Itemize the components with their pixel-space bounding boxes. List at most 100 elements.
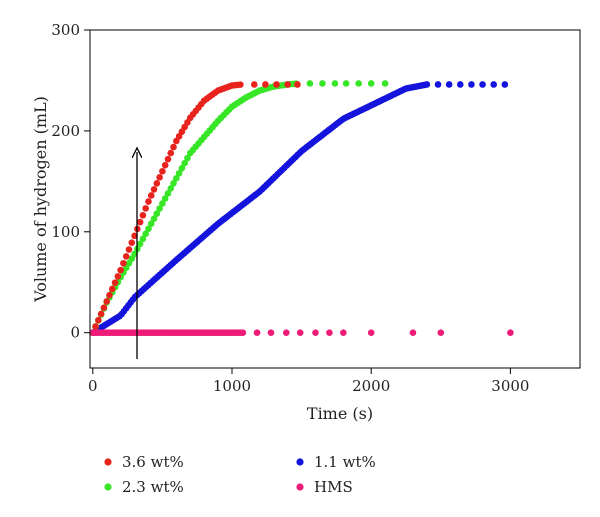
- x-tick-label: 0: [88, 377, 98, 395]
- x-tick-label: 1000: [213, 377, 251, 395]
- data-point: [117, 266, 124, 274]
- data-point: [106, 291, 113, 299]
- data-point: [178, 164, 186, 172]
- axis-ticks: 0 1000 2000 3000 0 100 200 300: [51, 21, 529, 395]
- data-point: [437, 329, 445, 336]
- data-point: [312, 329, 319, 336]
- data-point: [273, 81, 280, 88]
- data-point: [355, 80, 362, 87]
- data-point: [147, 220, 155, 228]
- data-point: [125, 246, 133, 253]
- data-point: [409, 329, 417, 336]
- x-tick-label: 2000: [352, 377, 390, 395]
- data-point: [153, 180, 161, 187]
- x-tick-label: 3000: [491, 377, 529, 395]
- data-point: [319, 80, 326, 87]
- data-point: [142, 205, 149, 212]
- data-point: [340, 329, 347, 336]
- data-point: [306, 80, 314, 87]
- data-point: [381, 80, 389, 87]
- data-point: [150, 186, 158, 193]
- series-3-6-wt-: [89, 81, 301, 336]
- y-axis-title: Volume of hydrogen (mL): [31, 96, 50, 303]
- series-hms: [89, 329, 514, 336]
- data-point: [326, 329, 333, 336]
- data-point: [250, 81, 258, 88]
- legend-label: 1.1 wt%: [314, 453, 376, 471]
- data-point: [136, 218, 144, 226]
- data-point: [507, 329, 514, 336]
- data-point: [173, 175, 180, 182]
- data-point: [331, 80, 339, 87]
- data-point: [239, 329, 247, 336]
- data-point: [159, 167, 166, 175]
- data-point: [97, 310, 105, 318]
- data-point: [139, 235, 147, 243]
- data-point: [161, 195, 169, 202]
- legend-marker: [296, 458, 304, 466]
- data-point: [156, 174, 163, 181]
- y-tick-label: 100: [51, 223, 80, 241]
- data-point: [284, 81, 291, 88]
- data-point: [490, 81, 497, 88]
- data-point: [170, 143, 177, 151]
- data-point: [139, 211, 147, 219]
- data-point: [184, 154, 191, 162]
- data-point: [100, 304, 108, 311]
- data-point: [367, 80, 375, 87]
- data-point: [434, 81, 442, 88]
- data-point: [267, 329, 275, 336]
- data-point: [167, 185, 175, 192]
- data-point: [92, 323, 99, 330]
- data-point: [181, 159, 188, 167]
- data-point: [145, 198, 152, 205]
- data-point: [445, 81, 453, 88]
- data-point: [253, 329, 261, 336]
- data-point: [164, 155, 172, 163]
- data-point: [128, 239, 136, 246]
- data-point: [423, 81, 431, 88]
- legend-item: 3.6 wt%: [104, 453, 184, 471]
- data-point: [159, 200, 166, 207]
- data-point: [282, 329, 290, 336]
- y-tick-label: 200: [51, 122, 80, 140]
- data-point: [147, 192, 155, 199]
- data-point: [501, 81, 509, 88]
- data-point: [468, 81, 475, 88]
- legend-marker: [296, 483, 304, 491]
- data-point: [294, 81, 301, 88]
- data-point: [131, 250, 138, 258]
- data-point: [142, 230, 149, 238]
- legend-item: HMS: [296, 478, 353, 496]
- data-point: [136, 240, 144, 248]
- data-point: [479, 81, 486, 88]
- legend-label: 2.3 wt%: [122, 478, 184, 496]
- data-point: [342, 80, 350, 87]
- x-axis-title: Time (s): [307, 404, 373, 423]
- legend-label: HMS: [314, 478, 353, 496]
- data-point: [167, 149, 175, 157]
- legend-item: 2.3 wt%: [104, 478, 184, 496]
- legend-label: 3.6 wt%: [122, 453, 184, 471]
- data-point: [367, 329, 375, 336]
- data-point: [296, 329, 304, 336]
- data-point: [108, 285, 116, 293]
- data-point: [175, 169, 183, 177]
- data-point: [131, 232, 138, 240]
- data-point: [103, 298, 110, 305]
- data-point: [150, 215, 158, 222]
- data-point: [122, 253, 130, 260]
- data-point: [161, 161, 169, 169]
- data-point: [456, 81, 464, 88]
- data-point: [145, 225, 152, 233]
- data-points: [89, 80, 514, 336]
- legend-marker: [104, 458, 112, 466]
- y-tick-label: 300: [51, 21, 80, 39]
- data-point: [164, 190, 172, 197]
- series-1-1-wt-: [89, 81, 509, 336]
- data-point: [95, 316, 102, 324]
- data-point: [114, 273, 122, 280]
- data-point: [120, 259, 127, 267]
- data-point: [111, 279, 119, 286]
